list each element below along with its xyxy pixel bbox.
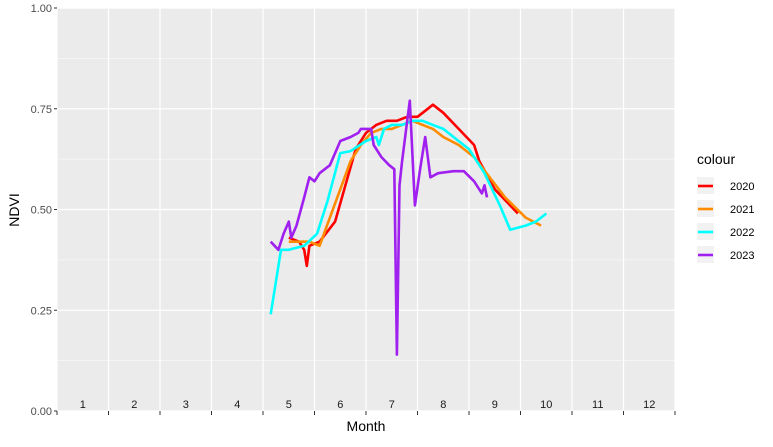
legend: colour 2020 2021 2022 2023 bbox=[697, 151, 754, 263]
legend-title: colour bbox=[697, 151, 735, 167]
series-line-2022 bbox=[269, 119, 548, 315]
x-axis-ticks: 1 2 3 4 5 6 7 8 9 10 11 12 bbox=[56, 399, 676, 415]
y-axis-ticks: 0.00 0.25 0.50 0.75 1.00 bbox=[31, 3, 57, 418]
series-line-2020 bbox=[288, 103, 519, 268]
x-tick-label: 12 bbox=[643, 399, 655, 411]
x-tick-label: 1 bbox=[80, 399, 86, 411]
y-tick-label: 0.50 bbox=[31, 205, 52, 217]
series-line-2023 bbox=[269, 99, 489, 356]
x-tick-label: 3 bbox=[183, 399, 189, 411]
legend-label-2020: 2020 bbox=[730, 181, 754, 193]
y-tick-label: 0.00 bbox=[31, 406, 52, 418]
x-tick-label: 6 bbox=[337, 399, 343, 411]
legend-label-2021: 2021 bbox=[730, 204, 754, 216]
x-tick-label: 11 bbox=[592, 399, 603, 411]
y-tick-label: 0.25 bbox=[31, 305, 52, 317]
y-tick-label: 0.75 bbox=[31, 104, 52, 116]
y-tick-label: 1.00 bbox=[31, 3, 52, 15]
series-lines bbox=[269, 99, 548, 356]
x-tick-label: 8 bbox=[440, 399, 446, 411]
x-tick-label: 5 bbox=[286, 399, 292, 411]
x-tick-label: 2 bbox=[131, 399, 137, 411]
legend-label-2022: 2022 bbox=[730, 227, 754, 239]
x-tick-label: 10 bbox=[540, 399, 552, 411]
x-tick-label: 7 bbox=[389, 399, 395, 411]
legend-entries: 2020 2021 2022 2023 bbox=[697, 177, 754, 263]
x-axis-label: Month bbox=[347, 418, 386, 434]
y-axis-label: NDVI bbox=[6, 193, 22, 226]
x-tick-label: 4 bbox=[234, 399, 240, 411]
x-tick-label: 9 bbox=[492, 399, 498, 411]
legend-label-2023: 2023 bbox=[730, 250, 754, 262]
